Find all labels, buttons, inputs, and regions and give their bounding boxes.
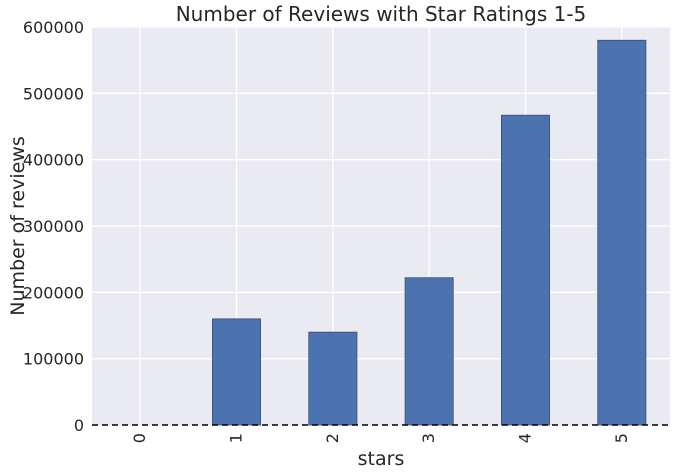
x-tick-label: 2 — [323, 433, 342, 443]
bars — [212, 39, 647, 426]
bar-stars-2 — [308, 331, 358, 426]
bar-stars-5 — [597, 39, 647, 426]
y-tick-label: 100000 — [23, 350, 84, 369]
y-tick-label: 300000 — [23, 217, 84, 236]
y-tick-label: 500000 — [23, 84, 84, 103]
y-tick-label: 0 — [74, 416, 84, 435]
x-tick-label: 5 — [612, 433, 631, 443]
bar-stars-4 — [501, 114, 550, 426]
x-tick-label: 3 — [419, 433, 438, 443]
y-tick-label: 400000 — [23, 151, 84, 170]
y-tick-label: 200000 — [23, 283, 84, 302]
x-tick-label: 1 — [227, 433, 246, 443]
x-tick-label: 0 — [130, 433, 149, 443]
bar-stars-3 — [404, 277, 454, 426]
y-tick-labels: 0 100000 200000 300000 400000 500000 600000 — [23, 18, 84, 435]
x-axis-title: stars — [358, 448, 405, 470]
y-tick-label: 600000 — [23, 18, 84, 37]
y-axis-title: Number of reviews — [7, 136, 29, 315]
x-tick-labels: 0 1 2 3 4 5 — [130, 433, 631, 443]
bar-stars-1 — [212, 318, 261, 426]
x-tick-label: 4 — [516, 433, 535, 443]
chart-title: Number of Reviews with Star Ratings 1-5 — [176, 2, 587, 26]
